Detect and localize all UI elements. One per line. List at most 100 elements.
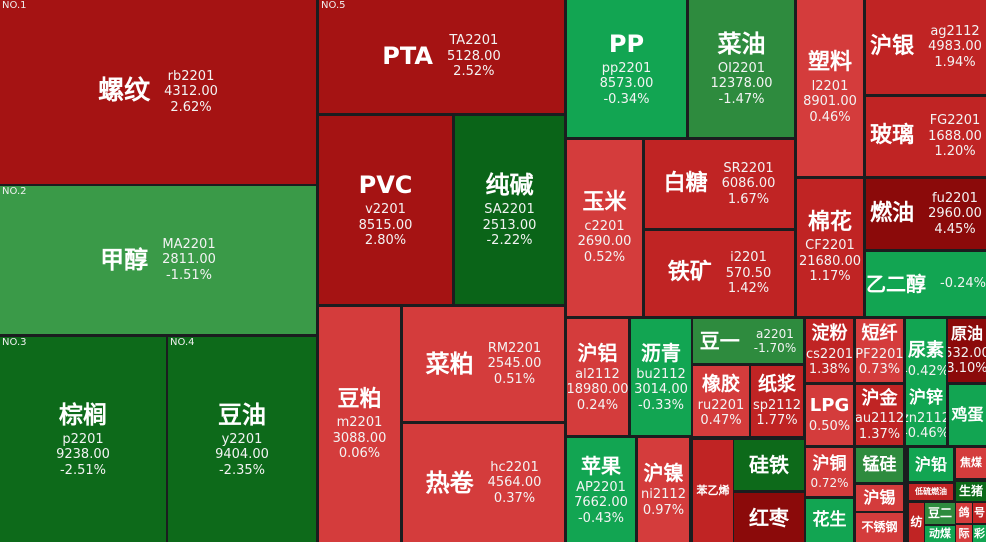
price-label: 12378.00 bbox=[710, 76, 773, 92]
change-label: -0.24% bbox=[940, 276, 986, 292]
treemap-cell[interactable]: 沪金 au2112 1.37% bbox=[856, 385, 903, 445]
code-label: RM2201 bbox=[487, 340, 542, 356]
treemap-cell[interactable]: 塑料 l2201 8901.00 0.46% bbox=[797, 0, 863, 176]
treemap-cell[interactable]: 不锈钢 bbox=[856, 513, 903, 542]
rank-label: NO.3 bbox=[2, 337, 27, 348]
price-label: 7662.00 bbox=[574, 495, 628, 511]
change-label: 0.47% bbox=[700, 413, 742, 429]
treemap-cell[interactable]: 苯乙烯 bbox=[693, 440, 733, 542]
treemap-cell[interactable]: 豆一 a2201 -1.70% bbox=[693, 319, 803, 363]
commodity-name: 豆油 bbox=[217, 400, 266, 429]
change-label: -0.46% bbox=[906, 426, 946, 442]
treemap-cell[interactable]: 沥青 bu2112 3014.00 -0.33% bbox=[631, 319, 691, 435]
change-label: 0.73% bbox=[858, 362, 901, 378]
commodity-name: 号 bbox=[974, 506, 985, 520]
commodity-name: 纸浆 bbox=[757, 373, 796, 395]
price-label: 3088.00 bbox=[332, 430, 387, 446]
treemap-cell[interactable]: 沪铜 0.72% bbox=[806, 448, 853, 496]
treemap-cell[interactable]: 棉花 CF2201 21680.00 1.17% bbox=[797, 179, 863, 316]
commodity-name: 沪锌 bbox=[909, 388, 943, 409]
code-label: cs2201 bbox=[806, 346, 853, 362]
treemap-cell[interactable]: NO.4 豆油 y2201 9404.00 -2.35% bbox=[168, 337, 316, 542]
commodity-name: 塑料 bbox=[807, 50, 852, 76]
treemap-cell[interactable]: NO.5 PTA TA2201 5128.00 2.52% bbox=[319, 0, 564, 113]
treemap-cell[interactable]: 乙二醇 -0.24% bbox=[866, 252, 986, 316]
change-label: 2.80% bbox=[364, 233, 407, 249]
code-label: hc2201 bbox=[490, 459, 539, 475]
treemap-cell[interactable]: NO.3 棕榈 p2201 9238.00 -2.51% bbox=[0, 337, 166, 542]
rank-label: NO.4 bbox=[170, 337, 195, 348]
treemap-cell[interactable]: 彩 bbox=[973, 525, 986, 542]
price-label: 2513.00 bbox=[482, 217, 537, 233]
treemap-cell[interactable]: 淀粉 cs2201 1.38% bbox=[806, 319, 853, 382]
treemap-cell[interactable]: 动煤 bbox=[925, 526, 955, 542]
change-label: 0.52% bbox=[583, 249, 626, 265]
treemap-cell[interactable]: 纯碱 SA2201 2513.00 -2.22% bbox=[455, 116, 564, 304]
treemap-cell[interactable]: 沪锡 bbox=[856, 485, 903, 511]
treemap-cell[interactable]: 玻璃 FG2201 1688.00 1.20% bbox=[866, 97, 986, 176]
treemap-cell[interactable]: 生猪 bbox=[956, 482, 986, 501]
commodity-name: 红枣 bbox=[749, 505, 789, 530]
price-label: 2690.00 bbox=[577, 234, 632, 250]
treemap-cell[interactable]: 白糖 SR2201 6086.00 1.67% bbox=[645, 140, 794, 228]
change-label: 2.52% bbox=[453, 64, 495, 80]
treemap-cell[interactable]: 花生 bbox=[806, 499, 853, 542]
treemap-cell[interactable]: 纸浆 sp2112 1.77% bbox=[751, 366, 803, 436]
commodity-name: 棕榈 bbox=[58, 400, 107, 429]
commodity-name: 鸡蛋 bbox=[951, 405, 984, 425]
commodity-name: 原油 bbox=[950, 324, 983, 344]
commodity-name: 白糖 bbox=[663, 170, 708, 196]
treemap-cell[interactable]: 沪锌zn2112-0.46% bbox=[906, 385, 946, 445]
change-label: -2.35% bbox=[218, 462, 265, 478]
code-label: ni2112 bbox=[641, 487, 686, 503]
change-label: -1.51% bbox=[165, 267, 212, 283]
change-label: -2.22% bbox=[486, 233, 533, 249]
change-label: 1.20% bbox=[934, 144, 976, 160]
treemap-cell[interactable]: 鸽 bbox=[956, 503, 972, 523]
code-label: ru2201 bbox=[697, 397, 745, 413]
treemap-cell[interactable]: 豆二 bbox=[925, 503, 955, 524]
treemap-cell[interactable]: 沪银 ag2112 4983.00 1.94% bbox=[866, 0, 986, 94]
treemap-cell[interactable]: 纺 bbox=[909, 503, 924, 542]
commodity-name: 豆二 bbox=[927, 506, 952, 521]
treemap-cell[interactable]: 热卷 hc2201 4564.00 0.37% bbox=[403, 424, 564, 542]
treemap-cell[interactable]: 燃油 fu2201 2960.00 4.45% bbox=[866, 179, 986, 249]
price-label: 18980.00 bbox=[567, 382, 628, 398]
treemap-cell[interactable]: NO.2 甲醇 MA2201 2811.00 -1.51% bbox=[0, 186, 316, 334]
change-label: 1.94% bbox=[934, 54, 976, 70]
treemap-cell[interactable]: 锰硅 bbox=[856, 448, 903, 482]
commodity-name: 沪镍 bbox=[643, 461, 684, 486]
treemap-cell[interactable]: 短纤 PF2201 0.73% bbox=[856, 319, 903, 382]
treemap-cell[interactable]: PVC v2201 8515.00 2.80% bbox=[319, 116, 452, 304]
treemap-cell[interactable]: 苹果 AP2201 7662.00 -0.43% bbox=[567, 438, 635, 542]
treemap-cell[interactable]: LPG 0.50% bbox=[806, 385, 853, 445]
code-label: TA2201 bbox=[449, 33, 499, 49]
treemap-cell[interactable]: 鸡蛋 bbox=[949, 385, 986, 445]
treemap-cell[interactable]: 原油 532.00 3.10% bbox=[948, 319, 986, 382]
treemap-cell[interactable]: 号 bbox=[973, 503, 986, 523]
treemap-cell[interactable]: 橡胶 ru2201 0.47% bbox=[693, 366, 749, 436]
treemap-cell[interactable]: 红枣 bbox=[734, 493, 804, 542]
change-label: 0.24% bbox=[576, 397, 619, 413]
treemap-cell[interactable]: 菜粕 RM2201 2545.00 0.51% bbox=[403, 307, 564, 421]
code-label: MA2201 bbox=[162, 236, 216, 252]
treemap-cell[interactable]: 际 bbox=[956, 525, 972, 542]
treemap-cell[interactable]: 硅铁 bbox=[734, 440, 804, 490]
commodity-name: 玉米 bbox=[582, 190, 627, 216]
treemap-cell[interactable]: 豆粕 m2201 3088.00 0.06% bbox=[319, 307, 400, 542]
treemap-cell[interactable]: 沪镍 ni2112 0.97% bbox=[638, 438, 689, 542]
price-label: 6086.00 bbox=[721, 176, 776, 192]
treemap-cell[interactable]: 焦煤 bbox=[956, 448, 986, 478]
price-label: 4312.00 bbox=[164, 84, 218, 100]
treemap-cell[interactable]: 菜油 OI2201 12378.00 -1.47% bbox=[689, 0, 794, 137]
treemap-cell[interactable]: 玉米 c2201 2690.00 0.52% bbox=[567, 140, 642, 316]
treemap-cell[interactable]: 沪铝 al2112 18980.00 0.24% bbox=[567, 319, 628, 435]
treemap-cell[interactable]: 低硫燃油 bbox=[909, 484, 953, 500]
change-label: 0.51% bbox=[493, 371, 536, 387]
treemap-cell[interactable]: 沪铅 bbox=[909, 448, 953, 481]
treemap-cell[interactable]: 铁矿 i2201 570.50 1.42% bbox=[645, 231, 794, 316]
commodity-name: PTA bbox=[382, 42, 433, 71]
commodity-name: 沥青 bbox=[640, 340, 681, 365]
treemap-cell[interactable]: PP pp2201 8573.00 -0.34% bbox=[567, 0, 686, 137]
treemap-cell[interactable]: NO.1 螺纹 rb2201 4312.00 2.62% bbox=[0, 0, 316, 184]
